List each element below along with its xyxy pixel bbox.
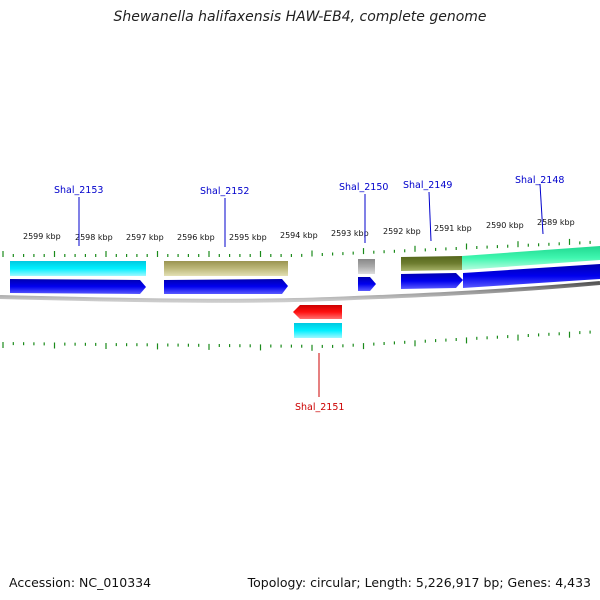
scale-label: 2590 kbp — [486, 221, 524, 230]
cog-bar-shal-2153 — [10, 261, 146, 276]
gene-label-shal-2149[interactable]: Shal_2149 — [403, 180, 452, 191]
gene-track-forward — [10, 264, 600, 294]
scale-label: 2599 kbp — [23, 232, 61, 241]
cog-bar-shal-2149 — [401, 256, 462, 271]
gene-labels: Shal_2153 Shal_2152 Shal_2150 Shal_2149 … — [54, 175, 564, 413]
scale-label: 2597 kbp — [126, 233, 164, 242]
gene-arrow-shal-2152[interactable] — [164, 279, 288, 294]
gene-label-shal-2153[interactable]: Shal_2153 — [54, 185, 103, 196]
scale-label: 2589 kbp — [537, 218, 575, 227]
gene-label-shal-2150[interactable]: Shal_2150 — [339, 182, 388, 193]
gene-label-shal-2151[interactable]: Shal_2151 — [295, 402, 344, 413]
cog-bar-shal-2151 — [294, 323, 342, 338]
cog-bar-shal-2150 — [358, 259, 375, 274]
gene-track-reverse — [293, 305, 342, 338]
leader-line — [539, 183, 544, 235]
gene-arrow-shal-2150[interactable] — [358, 277, 376, 291]
scale-label: 2595 kbp — [229, 233, 267, 242]
gene-arrow-shal-2151[interactable] — [293, 305, 342, 319]
gene-arrow-shal-2148[interactable] — [463, 264, 600, 288]
scale-label: 2593 kbp — [331, 229, 369, 238]
gene-label-shal-2148[interactable]: Shal_2148 — [515, 175, 564, 186]
scale-label: 2591 kbp — [434, 224, 472, 233]
genome-backbone — [0, 281, 600, 303]
map-title: Shewanella halifaxensis HAW-EB4, complet… — [113, 9, 487, 25]
scale-label: 2598 kbp — [75, 233, 113, 242]
scale-label: 2596 kbp — [177, 233, 215, 242]
accession-label: Accession: NC_010334 — [9, 575, 152, 590]
cog-track-forward — [10, 246, 600, 276]
inner-tick-ring — [2, 330, 591, 351]
scale-labels: 2599 kbp 2598 kbp 2597 kbp 2596 kbp 2595… — [23, 218, 575, 242]
gene-arrow-shal-2153[interactable] — [10, 279, 146, 294]
gene-arrow-shal-2149[interactable] — [401, 273, 463, 289]
cog-bar-shal-2152 — [164, 261, 288, 276]
outer-tick-ring — [2, 238, 591, 257]
cog-bar-shal-2148 — [462, 246, 600, 270]
scale-label: 2592 kbp — [383, 227, 421, 236]
gene-label-shal-2152[interactable]: Shal_2152 — [200, 186, 249, 197]
genome-summary: Topology: circular; Length: 5,226,917 bp… — [247, 575, 591, 590]
scale-label: 2594 kbp — [280, 231, 318, 240]
leader-line — [428, 191, 432, 242]
